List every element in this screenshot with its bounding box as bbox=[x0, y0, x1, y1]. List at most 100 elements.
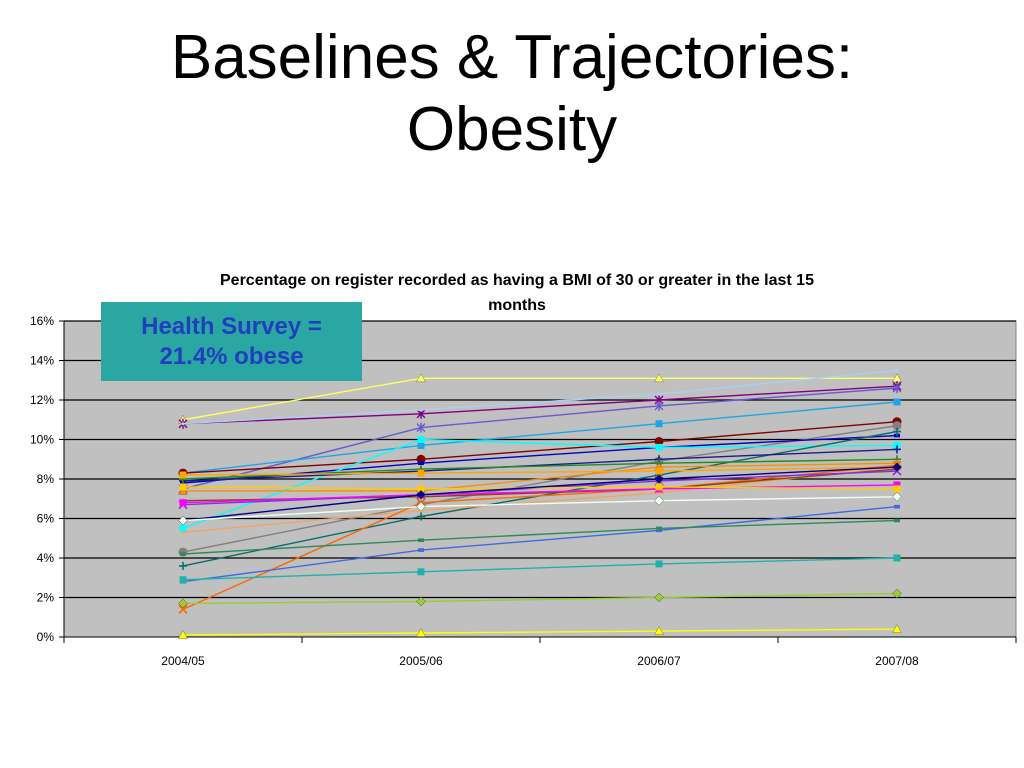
x-tick-label: 2007/08 bbox=[875, 654, 919, 668]
data-point bbox=[417, 469, 425, 477]
data-point bbox=[418, 538, 424, 543]
data-point bbox=[655, 483, 663, 491]
data-point bbox=[893, 481, 901, 489]
data-point bbox=[654, 592, 664, 603]
series-3 bbox=[181, 368, 899, 426]
series-line bbox=[182, 557, 898, 581]
data-point bbox=[655, 443, 663, 451]
data-point bbox=[416, 422, 426, 433]
series-group bbox=[178, 368, 902, 639]
data-point bbox=[180, 552, 186, 556]
data-point bbox=[179, 499, 187, 507]
data-point bbox=[178, 630, 188, 639]
data-point bbox=[179, 483, 187, 491]
data-point bbox=[892, 624, 902, 633]
data-point bbox=[417, 568, 425, 576]
series-line bbox=[183, 462, 898, 492]
series-line bbox=[182, 496, 898, 522]
chart-title-line-1: Percentage on register recorded as havin… bbox=[220, 272, 814, 289]
y-tick-label: 12% bbox=[30, 393, 54, 407]
y-tick-label: 0% bbox=[37, 630, 55, 644]
y-tick-label: 2% bbox=[37, 591, 55, 605]
y-tick-label: 8% bbox=[37, 472, 55, 486]
data-point bbox=[416, 501, 426, 512]
data-point bbox=[654, 495, 664, 506]
data-point bbox=[416, 373, 426, 383]
series-line bbox=[182, 466, 898, 533]
series-line bbox=[182, 628, 898, 636]
data-point bbox=[179, 576, 187, 584]
data-point bbox=[892, 491, 902, 502]
data-point bbox=[416, 490, 426, 500]
data-point bbox=[895, 368, 899, 372]
data-point bbox=[657, 392, 661, 396]
data-point bbox=[892, 383, 902, 394]
series-line bbox=[182, 592, 898, 605]
axes: 0% 2% 4% 6% 8% 10% 12% 14% 16% 2004/05 2005/06 2006… bbox=[30, 314, 1017, 668]
data-point bbox=[179, 524, 187, 532]
data-point bbox=[656, 528, 662, 533]
data-point bbox=[654, 436, 664, 446]
data-point bbox=[417, 441, 425, 449]
series-25 bbox=[179, 554, 901, 584]
data-point bbox=[654, 373, 664, 383]
data-point bbox=[178, 515, 188, 526]
data-point bbox=[655, 467, 663, 475]
series-27 bbox=[178, 624, 902, 639]
series-line bbox=[182, 387, 898, 490]
series-line bbox=[182, 369, 898, 425]
data-point bbox=[179, 561, 187, 570]
data-point bbox=[654, 474, 664, 484]
series-22 bbox=[178, 491, 902, 526]
data-point bbox=[417, 485, 425, 493]
series-line bbox=[182, 484, 898, 504]
series-line bbox=[182, 466, 898, 476]
data-point bbox=[655, 560, 663, 568]
data-point bbox=[416, 628, 426, 637]
data-point bbox=[418, 548, 424, 552]
series-line bbox=[182, 466, 898, 522]
data-point bbox=[892, 462, 902, 472]
y-tick-label: 4% bbox=[37, 551, 55, 565]
data-point bbox=[893, 485, 901, 493]
data-point bbox=[419, 408, 423, 412]
data-point bbox=[894, 504, 900, 509]
series-line bbox=[182, 519, 898, 555]
data-point bbox=[892, 421, 902, 431]
x-tick-label: 2004/05 bbox=[161, 654, 205, 668]
data-point bbox=[418, 461, 424, 465]
callout-line-2: 21.4% obese bbox=[159, 342, 304, 370]
data-point bbox=[656, 526, 662, 531]
data-point bbox=[178, 598, 188, 609]
data-point bbox=[416, 596, 426, 607]
y-tick-label: 16% bbox=[30, 314, 54, 328]
slide-title: Baselines & Trajectories: Obesity bbox=[0, 22, 1024, 166]
y-tick-label: 14% bbox=[30, 354, 54, 368]
data-point bbox=[892, 588, 902, 599]
x-tick-label: 2005/06 bbox=[399, 654, 443, 668]
data-point bbox=[655, 420, 663, 428]
series-line bbox=[182, 464, 898, 611]
data-point bbox=[417, 512, 425, 521]
data-point bbox=[178, 485, 188, 495]
series-line bbox=[182, 505, 898, 583]
data-point bbox=[417, 436, 425, 443]
slide-title-line-2: Obesity bbox=[406, 95, 618, 164]
data-point bbox=[893, 398, 901, 406]
data-point bbox=[178, 604, 188, 614]
health-survey-callout: Health Survey = 21.4% obese bbox=[101, 302, 362, 381]
x-tick-label: 2006/07 bbox=[637, 654, 681, 668]
series-line bbox=[182, 377, 897, 421]
data-point bbox=[893, 445, 901, 454]
series-26 bbox=[178, 588, 902, 609]
y-tick-label: 6% bbox=[37, 512, 55, 526]
callout-line-1: Health Survey = bbox=[141, 312, 322, 340]
series-line bbox=[182, 401, 898, 474]
series-line bbox=[182, 385, 898, 425]
y-tick-label: 10% bbox=[30, 433, 54, 447]
series-line bbox=[182, 438, 898, 530]
data-point bbox=[894, 518, 900, 523]
series-line bbox=[182, 448, 898, 482]
data-point bbox=[654, 400, 664, 411]
